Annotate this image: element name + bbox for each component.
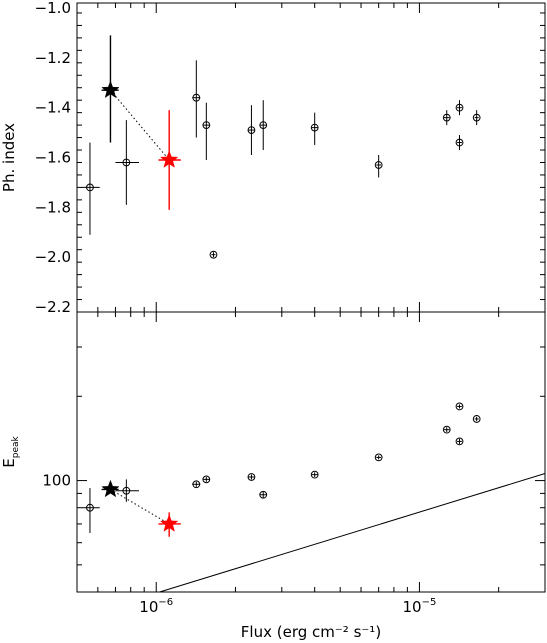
- bottom-circle-marker: [122, 486, 131, 495]
- bottom-star-marker: [159, 514, 179, 532]
- bottom-circle-marker: [472, 415, 481, 423]
- top-circle-marker: [310, 123, 319, 132]
- top-circle-marker: [122, 158, 131, 167]
- top-ytick-label: −1.8: [35, 198, 71, 216]
- top-point: [101, 35, 120, 143]
- top-point: [442, 110, 451, 126]
- bottom-point: [81, 488, 100, 533]
- top-ytick-label: −1.0: [35, 0, 71, 17]
- bottom-point: [310, 470, 319, 479]
- bottom-ylabel-main: E: [0, 458, 18, 467]
- bottom-circle-marker: [259, 490, 268, 499]
- bottom-point: [455, 402, 464, 411]
- bottom-ticks: 100 10−6 10−5: [42, 311, 545, 616]
- x-axis-label: Flux (erg cm⁻² s⁻¹): [241, 623, 381, 641]
- bottom-circle-marker: [247, 473, 256, 481]
- top-point: [209, 250, 218, 259]
- bottom-ylabel-sub: peak: [11, 435, 21, 458]
- top-circle-marker: [472, 113, 481, 122]
- top-ytick-label: −1.2: [35, 49, 71, 67]
- top-series: [81, 35, 481, 259]
- top-ytick-label: −1.6: [35, 149, 71, 167]
- bottom-reference-line: [159, 473, 546, 593]
- top-point: [374, 155, 383, 178]
- bottom-point: [259, 490, 268, 499]
- top-point: [455, 100, 464, 116]
- bottom-circle-marker: [455, 402, 464, 411]
- bottom-circle-marker: [374, 453, 383, 462]
- top-point: [310, 112, 319, 146]
- bottom-circle-marker: [86, 503, 94, 512]
- top-point: [259, 100, 268, 151]
- top-ytick-label: −2.2: [35, 298, 71, 316]
- bottom-point: [442, 425, 451, 434]
- top-circle-marker: [247, 126, 256, 134]
- bottom-point: [247, 473, 256, 481]
- top-circle-marker: [259, 121, 268, 130]
- bottom-axes: [76, 311, 546, 593]
- bottom-xtick-label: 10−6: [139, 597, 173, 616]
- top-circle-marker: [86, 183, 94, 192]
- top-point: [202, 102, 211, 160]
- bottom-xtick-label: 10−5: [403, 597, 437, 616]
- top-ylabel: Ph. index: [0, 123, 18, 192]
- bottom-circle-marker: [442, 425, 451, 434]
- bottom-point: [101, 479, 120, 498]
- bottom-ytick-label: 100: [42, 472, 71, 490]
- top-star-marker: [101, 80, 120, 99]
- top-circle-marker: [202, 121, 211, 130]
- top-panel: −2.2 −2.0 −1.8 −1.6 −1.4 −1.2 −1.0 Ph. index: [0, 0, 546, 316]
- bottom-point: [374, 453, 383, 462]
- bottom-circle-marker: [455, 437, 464, 446]
- bottom-connector: [110, 488, 170, 525]
- bottom-point: [455, 437, 464, 446]
- top-circle-marker: [442, 113, 451, 122]
- top-circle-marker: [192, 93, 201, 102]
- top-point: [455, 135, 464, 151]
- top-axes: [76, 2, 546, 313]
- top-circle-marker: [455, 138, 464, 147]
- bottom-circle-marker: [310, 470, 319, 479]
- bottom-panel: 100 10−6 10−5 Epeak Flux (erg cm⁻² s⁻¹): [0, 311, 546, 641]
- bottom-point: [192, 480, 201, 489]
- top-circle-marker: [455, 103, 464, 112]
- top-ytick-label: −1.4: [35, 99, 71, 117]
- top-circle-marker: [209, 250, 218, 259]
- top-connector: [110, 89, 170, 161]
- bottom-point: [158, 512, 181, 537]
- bottom-frame: [76, 311, 546, 593]
- bottom-circle-marker: [192, 480, 201, 489]
- bottom-point: [115, 479, 139, 502]
- top-circle-marker: [374, 161, 383, 169]
- top-point: [247, 105, 256, 156]
- top-frame: [76, 2, 546, 313]
- top-point: [158, 110, 181, 210]
- bottom-point: [202, 475, 211, 484]
- bottom-star-marker: [101, 479, 120, 498]
- top-point: [192, 60, 201, 138]
- top-point: [472, 110, 481, 126]
- top-star-marker: [159, 150, 179, 168]
- top-point: [115, 120, 139, 205]
- bottom-series: [81, 402, 546, 593]
- bottom-ylabel: Epeak: [0, 435, 21, 467]
- top-point: [81, 142, 100, 235]
- top-ytick-label: −2.0: [35, 248, 71, 266]
- bottom-point: [472, 415, 481, 423]
- top-ticks: −2.2 −2.0 −1.8 −1.6 −1.4 −1.2 −1.0: [35, 0, 545, 316]
- bottom-circle-marker: [202, 475, 211, 484]
